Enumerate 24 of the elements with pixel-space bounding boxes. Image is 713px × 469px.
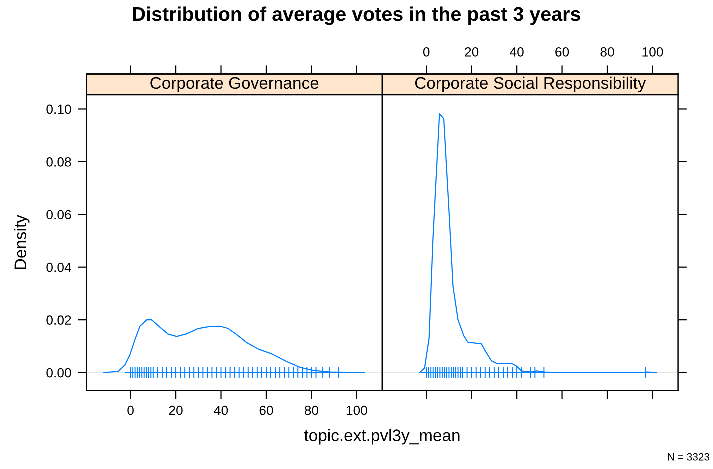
x-tick-label: 40 xyxy=(214,406,228,416)
x-axis-title: topic.ext.pvl3y_mean xyxy=(304,429,460,445)
x-tick-label: 20 xyxy=(169,406,183,416)
y-axis-title: Density xyxy=(14,215,30,270)
x-tick-label: 60 xyxy=(260,406,274,416)
chart-subtitle: Corporate Social Responsibility xyxy=(415,76,646,92)
y-tick-label: 0.08 xyxy=(46,158,72,167)
text: N = 3323 xyxy=(668,453,710,461)
chart-title: Distribution of average votes in the past 3 years xyxy=(133,6,580,26)
x-tick-label: 20 xyxy=(465,47,479,57)
y-tick-label: 0.10 xyxy=(46,104,72,114)
y-tick-label: 0.06 xyxy=(46,210,72,220)
x-tick-label: 0 xyxy=(423,47,430,57)
x-tick-label: 60 xyxy=(556,47,570,57)
chart-subtitle: Corporate Governance xyxy=(150,77,319,92)
y-tick-label: 0.04 xyxy=(46,262,72,272)
x-tick-label: 80 xyxy=(600,47,614,57)
x-tick-label: 80 xyxy=(304,406,319,416)
y-tick-label: 0.02 xyxy=(46,316,72,325)
x-tick-label: 40 xyxy=(510,47,524,57)
x-tick-label: 100 xyxy=(642,47,664,57)
y-tick-label: 0.00 xyxy=(46,368,72,378)
x-tick-label: 100 xyxy=(346,406,368,416)
x-tick-label: 0 xyxy=(128,406,134,416)
